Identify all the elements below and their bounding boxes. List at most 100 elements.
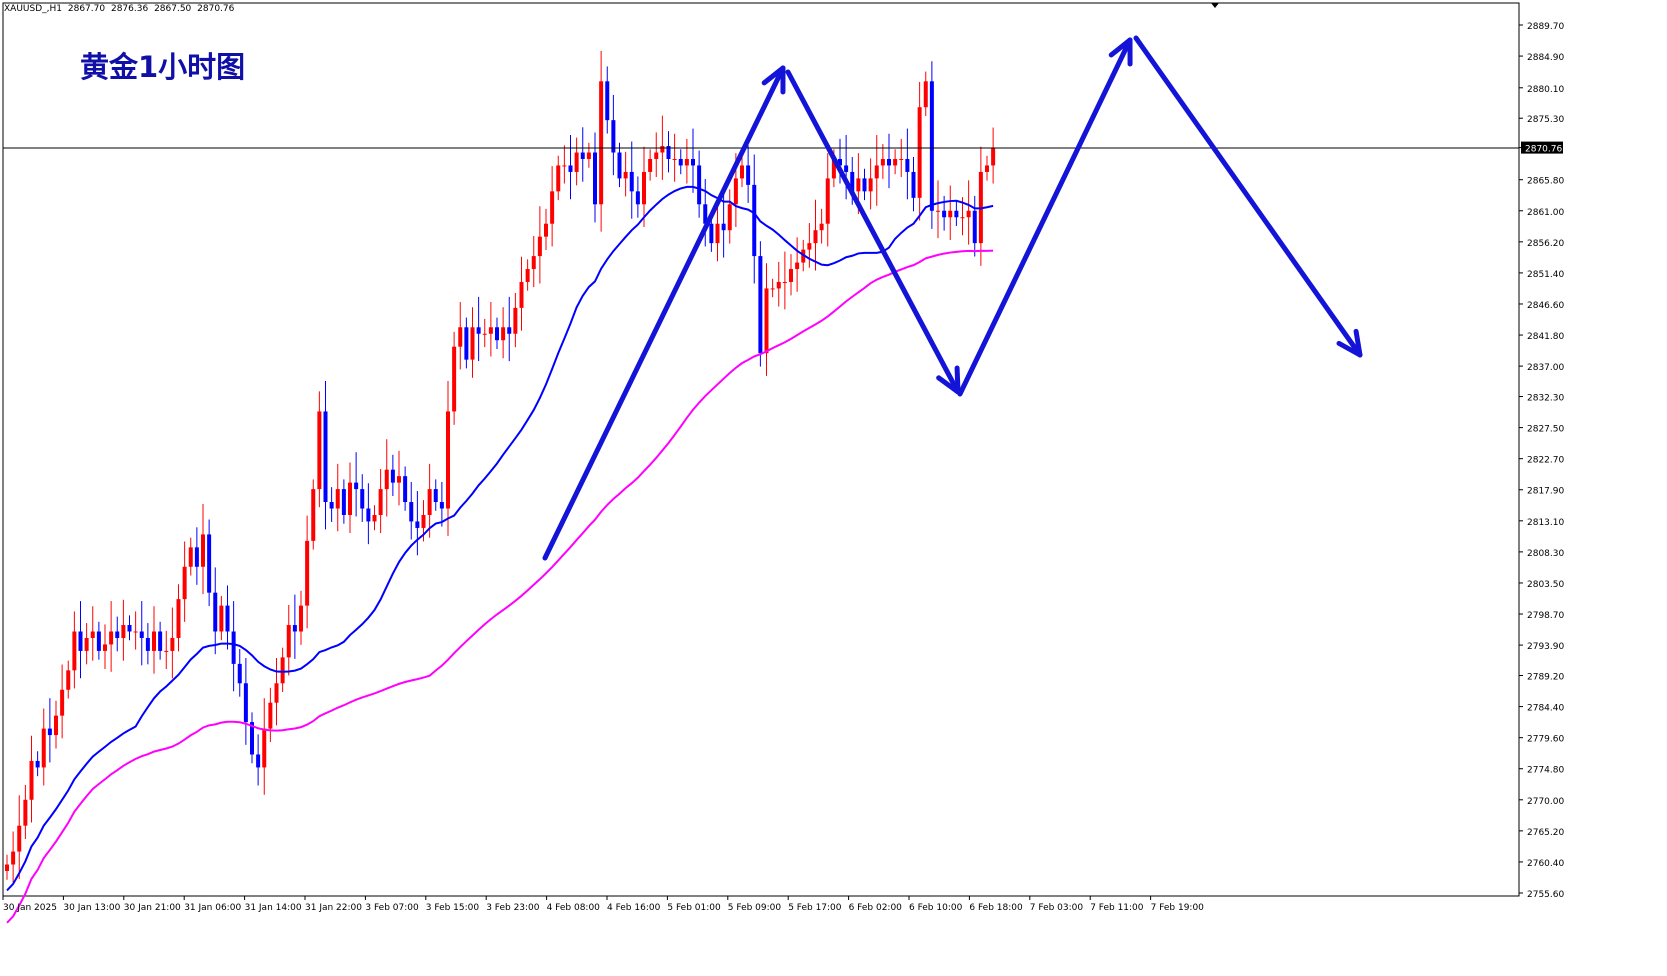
candle-body — [556, 165, 561, 192]
candle-body — [280, 657, 285, 684]
candle-body — [838, 158, 842, 166]
candle-body — [568, 165, 573, 172]
price-tick-label: 2817.90 — [1527, 487, 1564, 497]
candle-body — [525, 269, 530, 282]
candle-body — [599, 81, 604, 205]
moving-average-fast — [6, 185, 994, 892]
candle-body — [617, 152, 622, 179]
candle-body — [170, 637, 175, 651]
candle-body — [341, 489, 346, 515]
price-tick-label: 2837.00 — [1527, 363, 1564, 373]
candle-body — [740, 165, 744, 179]
candle-body — [127, 625, 132, 632]
candle-body — [188, 547, 193, 567]
candle-body — [954, 210, 959, 218]
candle-body — [354, 482, 359, 490]
candle-body — [47, 728, 52, 736]
candle-body — [262, 728, 267, 768]
candle-body — [960, 217, 965, 219]
candle-body — [905, 158, 910, 172]
candle-body — [593, 152, 597, 205]
price-tick-label: 2755.60 — [1527, 890, 1564, 900]
candle-body — [305, 540, 310, 606]
candle-body — [133, 631, 138, 633]
candle-body — [84, 637, 89, 651]
period-separator-marker — [1211, 3, 1219, 8]
candle-body — [899, 158, 904, 160]
candle-body — [746, 165, 751, 185]
candle-body — [139, 631, 144, 638]
candle-body — [985, 165, 989, 172]
candle-body — [201, 534, 205, 567]
candle-body — [966, 210, 971, 218]
candle-body — [225, 605, 230, 632]
time-tick-label: 6 Feb 18:00 — [969, 903, 1023, 913]
candle-body — [709, 223, 714, 244]
candle-body — [764, 288, 769, 354]
zigzag-arrow-segment — [785, 69, 961, 395]
candle-body — [243, 683, 248, 723]
candle-body — [972, 210, 977, 244]
candle-body — [29, 760, 34, 800]
candle-body — [219, 605, 224, 632]
candle-body — [164, 650, 169, 652]
price-tick-label: 2875.30 — [1527, 115, 1564, 125]
price-tick-label: 2808.30 — [1527, 549, 1564, 559]
candle-body — [311, 489, 316, 541]
candle-body — [936, 210, 940, 212]
candle-body — [292, 625, 297, 632]
candle-body — [176, 599, 181, 638]
price-tick-label: 2884.90 — [1527, 53, 1564, 63]
candle-body — [482, 333, 487, 335]
candle-body — [513, 307, 518, 334]
candle-body — [152, 631, 156, 651]
candle-body — [397, 476, 401, 483]
candle-body — [911, 171, 916, 198]
candle-body — [335, 489, 340, 509]
time-axis: 30 Jan 2025 30 Jan 13:00 30 Jan 21:00 31 Ja… — [2, 896, 1204, 913]
candle-body — [660, 146, 665, 153]
candle-body — [789, 269, 793, 282]
candle-body — [384, 469, 389, 490]
candle-body — [537, 236, 542, 257]
candle-body — [605, 81, 610, 121]
candle-body — [54, 715, 58, 736]
time-tick-label: 30 Jan 13:00 — [63, 903, 120, 913]
price-tick-label: 2856.20 — [1527, 239, 1564, 249]
price-tick-label: 2880.10 — [1527, 85, 1564, 95]
candle-body — [446, 411, 450, 509]
candle-body — [874, 165, 879, 179]
price-tick-label: 2889.70 — [1527, 22, 1564, 32]
candle-body — [574, 152, 579, 172]
candle-body — [109, 631, 114, 645]
arrow-head — [936, 365, 961, 395]
price-tick-label: 2793.90 — [1527, 642, 1564, 652]
zigzag-arrow-segment — [957, 37, 1133, 397]
time-tick-label: 6 Feb 02:00 — [849, 903, 903, 913]
candle-body — [390, 469, 395, 483]
time-tick-label: 31 Jan 14:00 — [245, 903, 302, 913]
candle-body — [372, 514, 377, 522]
candle-body — [66, 670, 71, 690]
time-tick-label: 30 Jan 2025 — [3, 903, 57, 913]
price-tick-label: 2822.70 — [1527, 456, 1564, 466]
time-tick-label: 5 Feb 01:00 — [667, 903, 721, 913]
candle-body — [807, 243, 812, 250]
candle-body — [103, 644, 107, 651]
candle-body — [991, 147, 996, 166]
candle-body — [403, 476, 408, 503]
candle-body — [887, 158, 891, 166]
candle-body — [501, 327, 506, 341]
candle-body — [256, 754, 261, 768]
candle-body — [642, 171, 646, 205]
candle-body — [194, 547, 199, 567]
price-tick-label: 2798.70 — [1527, 611, 1564, 621]
candle-body — [360, 489, 365, 509]
ohlc-low: 2867.50 — [154, 4, 192, 14]
candle-body — [752, 184, 757, 257]
candle-body — [868, 178, 873, 192]
candle-body — [715, 223, 720, 244]
candle-body — [317, 411, 322, 490]
candle-body — [35, 760, 40, 768]
